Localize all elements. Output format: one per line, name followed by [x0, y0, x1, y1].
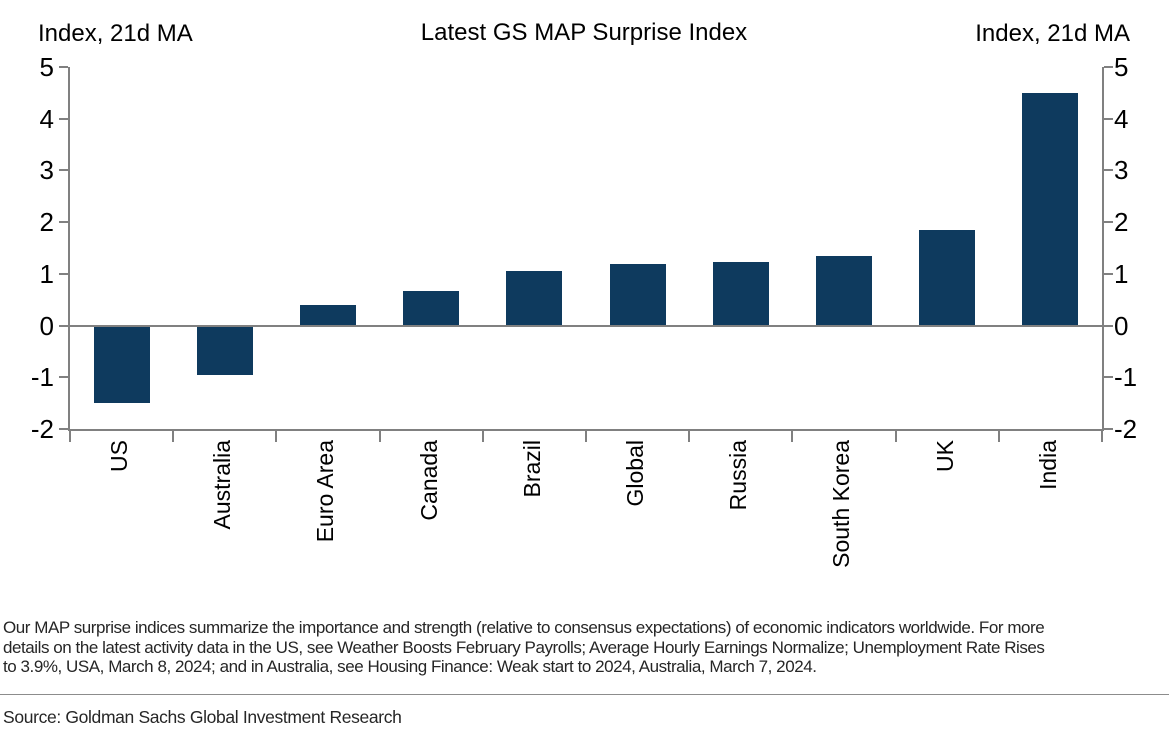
category-cell: Brazil	[481, 440, 584, 612]
x-tick	[688, 429, 691, 442]
y-tick-label-left: 5	[39, 52, 54, 82]
footnote: Our MAP surprise indices summarize the i…	[3, 618, 1166, 677]
x-tick	[69, 429, 71, 442]
right-axis-title: Index, 21d MA	[975, 20, 1130, 47]
bar-canada	[403, 290, 460, 326]
left-axis-title: Index, 21d MA	[38, 20, 193, 47]
zero-gridline	[70, 324, 1102, 327]
y-tick-left	[59, 66, 68, 68]
bar-us	[93, 325, 150, 404]
y-tick-left	[59, 221, 68, 224]
y-tick-left	[59, 272, 68, 275]
bar-australia	[196, 325, 253, 375]
category-cell: UK	[894, 440, 997, 612]
category-label-australia: Australia	[209, 440, 236, 530]
x-tick	[1101, 429, 1103, 442]
y-tick-right	[1104, 66, 1113, 68]
x-tick	[894, 429, 897, 442]
y-tick-label-right: 3	[1114, 155, 1129, 186]
y-tick-label-right: -2	[1114, 414, 1138, 444]
y-tick-right	[1104, 272, 1113, 275]
category-cell: Euro Area	[274, 440, 377, 612]
category-label-us: US	[105, 440, 132, 472]
y-tick-label-left: 3	[39, 155, 54, 186]
y-tick-right	[1104, 221, 1113, 224]
y-tick-label-left: -2	[30, 414, 54, 444]
x-tick	[275, 429, 278, 442]
category-cell: India	[997, 440, 1100, 612]
bar-south-korea	[816, 255, 872, 326]
category-label-canada: Canada	[415, 440, 442, 521]
category-label-brazil: Brazil	[518, 440, 545, 498]
category-label-india: India	[1034, 440, 1061, 490]
y-tick-right	[1104, 376, 1113, 379]
y-tick-label-left: 0	[39, 310, 54, 341]
category-cell: South Korea	[790, 440, 893, 612]
bar-uk	[919, 229, 976, 326]
category-label-uk: UK	[931, 440, 958, 472]
y-tick-label-left: 1	[39, 258, 54, 289]
category-cell: US	[68, 440, 171, 612]
bar-euro-area	[300, 304, 356, 326]
y-tick-right	[1104, 428, 1113, 430]
y-tick-label-right: 4	[1114, 103, 1129, 134]
x-tick	[791, 429, 794, 442]
y-tick-label-right: 0	[1114, 310, 1129, 341]
y-tick-left	[59, 169, 68, 172]
x-tick	[481, 429, 484, 442]
y-tick-label-left: -1	[30, 362, 54, 393]
footnote-line-3: to 3.9%, USA, March 8, 2024; and in Aust…	[3, 657, 817, 676]
category-label-global: Global	[621, 440, 648, 507]
bar-russia	[712, 262, 769, 326]
category-cell: Global	[584, 440, 687, 612]
y-tick-left	[59, 376, 68, 379]
y-tick-right	[1104, 169, 1113, 172]
category-cell: Australia	[171, 440, 274, 612]
y-tick-label-left: 4	[39, 103, 54, 134]
chart-title: Latest GS MAP Surprise Index	[420, 19, 748, 46]
y-tick-label-right: 5	[1114, 52, 1129, 82]
y-tick-right	[1104, 117, 1113, 120]
category-label-south-korea: South Korea	[828, 440, 855, 568]
x-tick	[378, 429, 381, 442]
y-tick-label-right: 1	[1114, 258, 1129, 289]
source-divider	[0, 694, 1169, 695]
x-tick	[997, 429, 1000, 442]
bar-india	[1022, 92, 1079, 326]
category-axis: US Australia Euro Area Canada Brazil Global Ru…	[68, 440, 1100, 612]
category-label-euro-area: Euro Area	[312, 440, 339, 543]
y-tick-left	[59, 428, 68, 430]
bar-global	[609, 263, 666, 326]
category-cell: Canada	[378, 440, 481, 612]
y-tick-label-left: 2	[39, 207, 54, 238]
x-tick	[172, 429, 175, 442]
category-label-russia: Russia	[725, 440, 752, 511]
footnote-line-2: details on the latest activity data in t…	[3, 637, 1045, 657]
y-tick-label-right: -1	[1114, 362, 1138, 393]
y-tick-left	[59, 117, 68, 120]
category-cell: Russia	[687, 440, 790, 612]
plot-area	[59, 66, 1113, 442]
footnote-line-1: Our MAP surprise indices summarize the i…	[3, 618, 1045, 637]
y-tick-right	[1104, 324, 1113, 327]
bar-brazil	[506, 271, 563, 326]
source-line: Source: Goldman Sachs Global Investment …	[3, 707, 402, 727]
y-tick-label-right: 2	[1114, 207, 1129, 238]
x-tick	[585, 429, 587, 442]
y-tick-left	[59, 324, 68, 327]
